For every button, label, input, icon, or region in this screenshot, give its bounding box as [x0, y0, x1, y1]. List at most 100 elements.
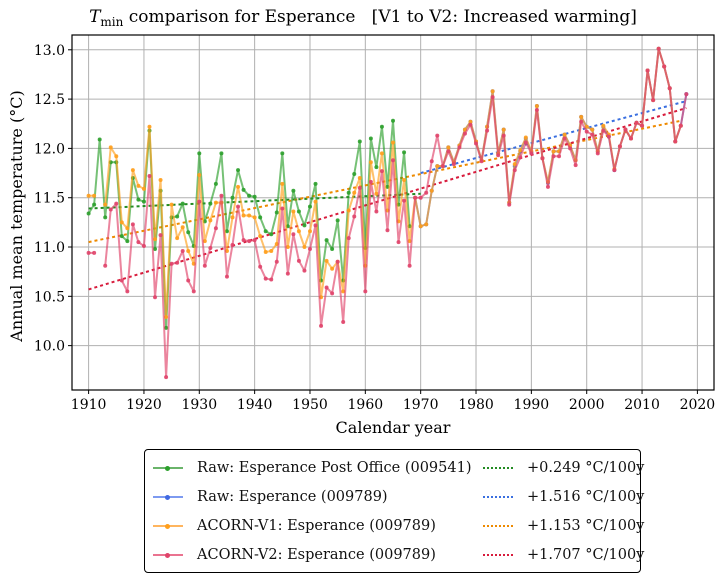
data-point: [291, 232, 296, 237]
data-point: [352, 214, 357, 219]
data-point: [490, 89, 495, 94]
legend-label: ACORN-V1: Esperance (009789): [197, 518, 436, 534]
legend-label: +1.153 °C/100y: [527, 518, 645, 534]
data-point: [346, 190, 351, 195]
data-point: [402, 177, 407, 182]
series-lines: [86, 46, 689, 380]
data-point: [136, 240, 141, 245]
data-point: [335, 218, 340, 223]
data-point: [330, 246, 335, 251]
y-tick-label: 10.0: [34, 339, 65, 355]
data-point: [468, 119, 473, 124]
data-point: [136, 197, 141, 202]
data-point: [241, 238, 246, 243]
legend: Raw: Esperance Post Office (009541) Raw:…: [144, 449, 645, 573]
data-point: [451, 162, 456, 167]
data-point: [590, 132, 595, 137]
data-point: [313, 199, 318, 204]
legend-swatch-trend-red: [483, 549, 513, 561]
data-point: [141, 186, 146, 191]
data-point: [175, 260, 180, 265]
data-point: [568, 146, 573, 151]
data-point: [164, 375, 169, 380]
data-point: [324, 285, 329, 290]
data-point: [307, 229, 312, 234]
data-point: [147, 124, 152, 129]
data-point: [119, 278, 124, 283]
data-point: [86, 250, 91, 255]
series-acorn-v1: [86, 46, 683, 320]
data-point: [418, 224, 423, 229]
data-point: [119, 220, 124, 225]
data-point: [368, 160, 373, 165]
legend-item-trend-raw-esperance: +1.516 °C/100y: [483, 486, 644, 508]
x-tick-label: 1920: [126, 397, 162, 413]
data-point: [667, 86, 672, 91]
x-tick-label: 1910: [71, 397, 107, 413]
data-point: [562, 132, 567, 137]
data-point: [186, 230, 191, 235]
data-point: [601, 123, 606, 128]
data-point: [186, 248, 191, 253]
data-point: [186, 278, 191, 283]
data-point: [485, 128, 490, 133]
data-point: [86, 211, 91, 216]
x-tick-label: 1960: [348, 397, 384, 413]
data-point: [518, 148, 523, 153]
chart-title: Tmin comparison for Esperance [V1 to V2:…: [89, 7, 637, 29]
data-point: [202, 239, 207, 244]
data-point: [368, 179, 373, 184]
data-point: [429, 159, 434, 164]
data-point: [263, 276, 268, 281]
data-point: [413, 195, 418, 200]
data-point: [468, 122, 473, 127]
data-point: [557, 154, 562, 159]
data-point: [141, 244, 146, 249]
x-tick-label: 1980: [458, 397, 494, 413]
data-point: [601, 128, 606, 133]
data-point: [324, 258, 329, 263]
data-point: [158, 177, 163, 182]
y-tick-label: 10.5: [34, 289, 65, 305]
data-point: [269, 277, 274, 282]
data-point: [341, 319, 346, 324]
data-point: [579, 114, 584, 119]
trend-raw-esperance: [420, 100, 687, 175]
legend-item-acorn-v1: ACORN-V1: Esperance (009789): [153, 515, 436, 537]
data-point: [330, 266, 335, 271]
data-point: [435, 133, 440, 138]
data-point: [446, 149, 451, 154]
data-point: [141, 199, 146, 204]
data-point: [302, 268, 307, 273]
data-point: [435, 164, 440, 169]
legend-item-trend-raw-post-office: +0.249 °C/100y: [483, 457, 644, 479]
data-point: [319, 323, 324, 328]
x-tick-label: 2000: [569, 397, 605, 413]
series-line: [104, 47, 682, 319]
y-tick-label: 13.0: [34, 43, 65, 59]
data-point: [291, 188, 296, 193]
data-point: [357, 139, 362, 144]
data-point: [534, 104, 539, 108]
data-point: [523, 135, 528, 140]
data-point: [424, 190, 429, 195]
data-point: [213, 226, 218, 231]
data-point: [241, 213, 246, 218]
data-point: [313, 223, 318, 228]
data-point: [241, 187, 246, 192]
data-point: [169, 202, 174, 207]
data-point: [258, 264, 263, 269]
data-point: [103, 202, 108, 207]
data-point: [247, 213, 252, 218]
legend-swatch-pink: [153, 549, 183, 561]
data-point: [313, 181, 318, 186]
data-point: [551, 154, 556, 159]
data-point: [352, 190, 357, 195]
data-point: [258, 234, 263, 239]
data-point: [379, 151, 384, 156]
data-point: [385, 228, 390, 233]
legend-item-acorn-v2: ACORN-V2: Esperance (009789): [153, 544, 436, 566]
data-point: [391, 118, 395, 123]
data-point: [247, 239, 252, 244]
data-point: [307, 246, 312, 251]
